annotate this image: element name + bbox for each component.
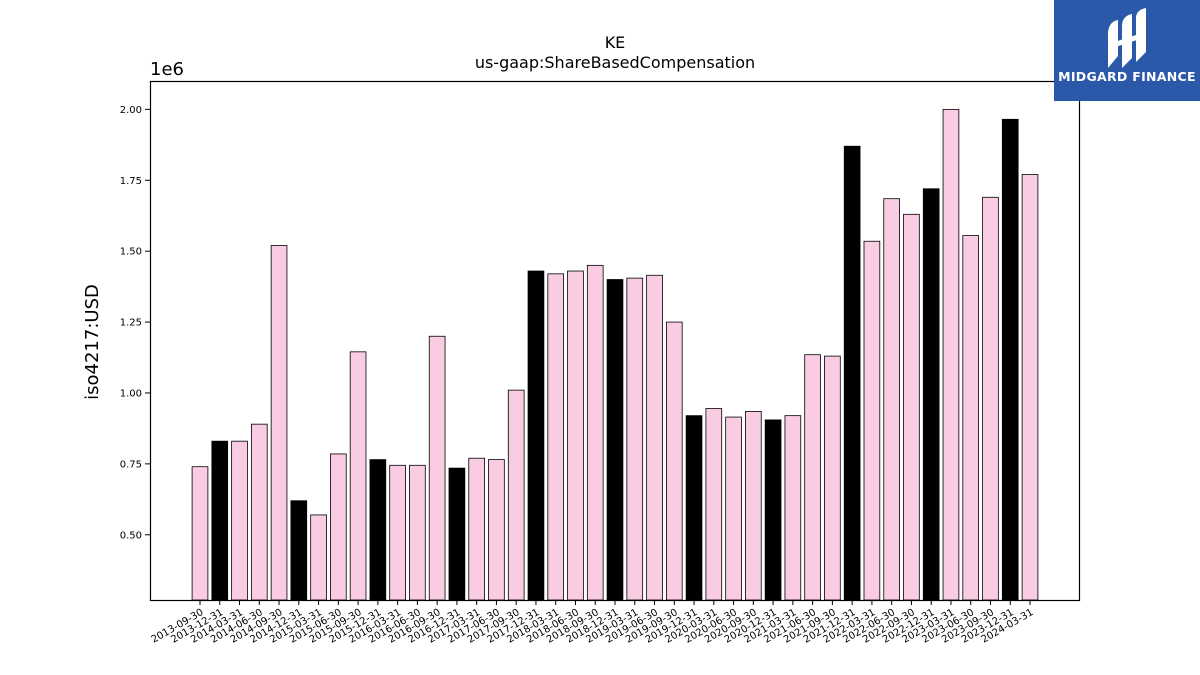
bar-2023-06-30 [962,235,980,601]
bar-2023-03-31 [942,108,960,601]
bar-2019-12-31 [685,415,703,601]
logo-text: MIDGARD FINANCE [1058,69,1196,84]
bar-2017-03-31 [468,457,485,601]
y-tick-label: 1.50 [120,247,142,258]
bar-2013-12-31 [211,440,229,601]
bar-2016-09-30 [428,335,446,601]
bar-2020-12-31 [764,419,782,601]
chart-subtitle: us-gaap:ShareBasedCompensation [475,53,755,72]
bar-2014-06-30 [250,423,268,601]
bar-2019-09-30 [665,321,683,601]
bar-2018-09-30 [586,264,604,601]
y-tick-label: 0.75 [120,459,142,470]
x-ticks-group: 2013-09-302013-12-312014-03-312014-06-30… [150,600,1036,646]
bar-2023-12-31 [1001,118,1019,601]
bar-2015-09-30 [349,351,367,601]
bar-2015-03-31 [310,514,327,601]
bar-2017-06-30 [488,459,505,601]
bar-2017-12-31 [527,270,545,601]
plot-frame [149,80,1081,602]
bar-2017-09-30 [507,389,525,601]
y-tick-label: 2.00 [120,105,142,116]
bar-2021-12-31 [843,145,861,601]
y-offset-label: 1e6 [150,59,184,80]
y-tick-label: 0.50 [120,530,142,541]
y-tick-label: 1.75 [120,176,142,187]
bar-2016-12-31 [448,467,466,601]
chart-title: KE [605,33,626,52]
bar-2020-09-30 [745,410,762,601]
bar-2015-06-30 [330,453,347,601]
bar-2022-12-31 [922,188,940,601]
y-tick-label: 1.25 [120,318,142,329]
bar-2023-09-30 [982,196,999,601]
bar-2014-03-31 [231,440,248,601]
bar-2021-03-31 [784,415,802,601]
bar-2015-12-31 [369,459,387,601]
bar-2022-09-30 [903,213,920,601]
bar-2014-09-30 [270,245,288,601]
bar-2013-09-30 [191,466,209,601]
bar-2018-03-31 [547,273,565,601]
bar-2022-03-31 [863,240,881,601]
bar-2018-12-31 [606,279,624,601]
bar-2020-06-30 [725,416,742,601]
bar-2019-03-31 [626,277,644,601]
y-axis-label: iso4217:USD [82,284,103,400]
bar-2021-06-30 [804,354,821,601]
bar-2016-03-31 [389,464,406,601]
bar-2018-06-30 [567,270,584,601]
bar-2024-03-31 [1021,174,1039,601]
midgard-logo-icon [1108,8,1146,68]
bar-2014-12-31 [290,500,308,601]
bar-2016-06-30 [409,464,426,601]
bars-group [191,108,1039,601]
brand-logo: MIDGARD FINANCE [1054,0,1200,101]
y-tick-label: 1.00 [120,388,142,399]
bar-2019-06-30 [646,274,663,601]
bar-2022-06-30 [883,198,900,601]
y-ticks-group: 0.50 0.75 1.00 1.25 1.50 1.75 2.00 [120,105,150,541]
bar-2020-03-31 [705,408,723,601]
bar-2021-09-30 [824,355,841,601]
